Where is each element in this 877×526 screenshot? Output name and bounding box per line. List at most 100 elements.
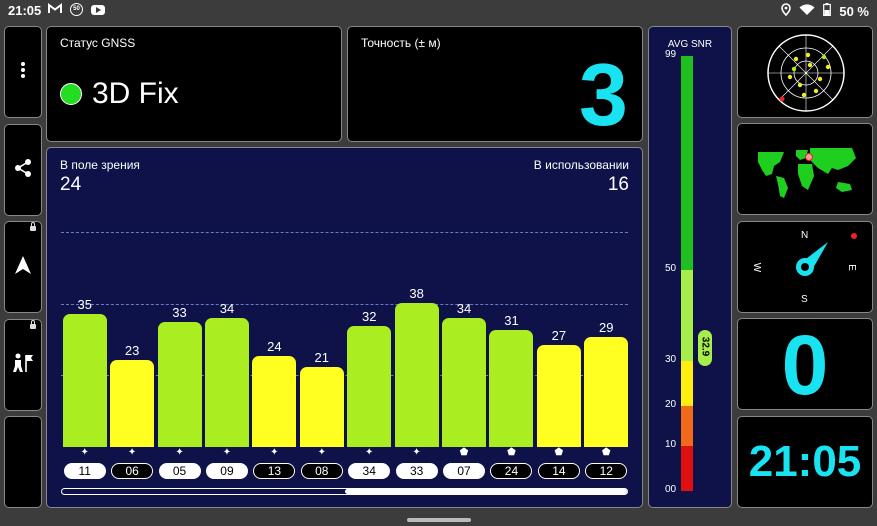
night-mode-button[interactable] bbox=[4, 416, 42, 508]
snr-bar-label: 21 bbox=[314, 350, 330, 366]
constellation-icon: ⬟ bbox=[554, 447, 564, 458]
snr-bar-label: 24 bbox=[267, 339, 282, 355]
snr-bar bbox=[442, 318, 487, 447]
snr-bar bbox=[204, 318, 249, 447]
location-icon bbox=[781, 3, 792, 19]
snr-bar-label: 38 bbox=[409, 286, 424, 301]
share-button[interactable] bbox=[4, 124, 42, 216]
prn-label: 24 bbox=[490, 463, 533, 479]
avg-snr-value: 32.9 bbox=[699, 336, 711, 357]
snr-bar bbox=[110, 359, 155, 447]
sky-plot-icon bbox=[767, 34, 845, 112]
prn-label: 09 bbox=[205, 463, 248, 479]
snr-bar-label: 23 bbox=[124, 342, 140, 358]
snr-bar-label: 31 bbox=[504, 312, 519, 328]
more-vert-icon bbox=[20, 61, 26, 84]
prn-label: 14 bbox=[537, 463, 580, 479]
hiker-flag-icon bbox=[12, 353, 34, 378]
sky-plot-tile[interactable] bbox=[737, 26, 873, 118]
gesture-navigation-bar[interactable] bbox=[407, 518, 471, 522]
snr-bar bbox=[394, 303, 439, 447]
snr-scale-tick: 30 bbox=[665, 354, 677, 365]
moon-icon bbox=[15, 451, 31, 474]
world-map-tile[interactable] bbox=[737, 123, 873, 215]
snr-bars: 35 23 33 34 24 21 32 38 34 31 27 29 bbox=[61, 188, 630, 447]
menu-button[interactable] bbox=[4, 26, 42, 118]
compass-needle-icon bbox=[796, 233, 857, 276]
snr-scale-tick: 50 bbox=[665, 263, 677, 274]
prn-label: 12 bbox=[585, 463, 628, 479]
grid-line bbox=[61, 232, 628, 233]
prn-label: 11 bbox=[63, 463, 106, 479]
gnss-status-panel[interactable]: Статус GNSS 3D Fix bbox=[46, 26, 342, 142]
clock-tile[interactable]: 21:05 bbox=[737, 416, 873, 508]
speed-tile[interactable]: 0 bbox=[737, 318, 873, 412]
accuracy-panel[interactable]: Точность (± м) 3 bbox=[347, 26, 643, 144]
badge-50-icon: 50 bbox=[70, 3, 83, 16]
share-icon bbox=[13, 158, 33, 183]
snr-scale-segment bbox=[681, 361, 693, 406]
lock-icon bbox=[30, 222, 36, 231]
snr-bar bbox=[536, 344, 581, 447]
status-time: 21:05 bbox=[8, 3, 42, 18]
snr-bar-label: 34 bbox=[219, 301, 235, 317]
in-view-label: В поле зрения bbox=[60, 158, 140, 172]
battery-percent: 50 % bbox=[839, 3, 869, 19]
prn-label: 05 bbox=[158, 463, 201, 479]
snr-scale-tick: 99 bbox=[665, 49, 677, 60]
snr-scale-tick: 10 bbox=[665, 439, 677, 450]
snr-scale-segment bbox=[681, 56, 693, 270]
in-view-count: 24 bbox=[60, 174, 82, 195]
prn-label: 06 bbox=[111, 463, 154, 479]
snr-bar-label: 34 bbox=[456, 301, 472, 317]
snr-bar-label: 32 bbox=[361, 308, 377, 324]
constellation-icon: ⬟ bbox=[459, 447, 469, 458]
snr-bar bbox=[157, 321, 202, 447]
gnss-fix-value: 3D Fix bbox=[92, 77, 179, 110]
scrollbar-thumb[interactable] bbox=[344, 489, 627, 494]
snr-bar bbox=[62, 314, 107, 447]
snr-scale-segment bbox=[681, 406, 693, 446]
bars-scrollbar[interactable] bbox=[61, 488, 628, 495]
avg-snr-title: AVG SNR bbox=[667, 39, 713, 50]
grid-line bbox=[61, 304, 628, 305]
hiker-button[interactable] bbox=[4, 319, 42, 411]
snr-bar bbox=[584, 337, 629, 447]
snr-scale-tick: 00 bbox=[665, 484, 677, 495]
snr-bar-label: 33 bbox=[172, 304, 187, 320]
compass-tile[interactable]: N S E W bbox=[737, 221, 873, 313]
prn-label: 34 bbox=[348, 463, 391, 479]
grid-line bbox=[61, 375, 628, 376]
prn-label: 08 bbox=[300, 463, 343, 479]
speed-value: 0 bbox=[781, 318, 829, 412]
world-map-icon bbox=[755, 146, 859, 200]
constellation-icon: ✦ bbox=[270, 447, 279, 458]
status-bar: 21:05 50 50 % bbox=[0, 0, 877, 22]
prn-labels: ✦ 11 ✦ 06 ✦ 05 ✦ 09 ✦ 13 ✦ 08 ✦ 34 ✦ 33 ⬟ 07 ⬟ 24 ⬟ 14 ⬟ 12 bbox=[61, 447, 630, 481]
constellation-icon: ✦ bbox=[317, 447, 326, 458]
constellation-icon: ⬟ bbox=[507, 447, 516, 458]
navigate-button[interactable] bbox=[4, 221, 42, 313]
avg-snr-panel[interactable]: AVG SNR 99 50 30 20 10 00 32.9 bbox=[648, 26, 732, 508]
compass-south: S bbox=[801, 294, 808, 305]
snr-bar bbox=[299, 367, 344, 447]
wifi-icon bbox=[799, 3, 815, 19]
prn-label: 07 bbox=[443, 463, 486, 479]
constellation-icon: ✦ bbox=[222, 447, 232, 458]
constellation-icon: ✦ bbox=[365, 447, 374, 458]
constellation-icon: ⬟ bbox=[601, 447, 611, 458]
youtube-icon bbox=[91, 4, 105, 15]
gnss-status-label: Статус GNSS bbox=[60, 36, 136, 50]
accuracy-value: 3 bbox=[579, 45, 628, 144]
avg-snr-marker: 32.9 bbox=[698, 329, 712, 366]
snr-bar-label: 29 bbox=[599, 320, 614, 336]
accuracy-label: Точность (± м) bbox=[361, 36, 441, 50]
gmail-icon bbox=[48, 3, 62, 16]
lock-icon bbox=[30, 320, 36, 329]
snr-scale-tick: 20 bbox=[665, 399, 677, 410]
snr-bar bbox=[347, 325, 392, 447]
compass-north: N bbox=[801, 230, 809, 241]
fix-indicator-icon bbox=[60, 83, 82, 105]
satellite-snr-panel[interactable]: В поле зрения 24 В использовании 16 35 23… bbox=[46, 147, 643, 508]
in-use-count: 16 bbox=[607, 174, 629, 195]
